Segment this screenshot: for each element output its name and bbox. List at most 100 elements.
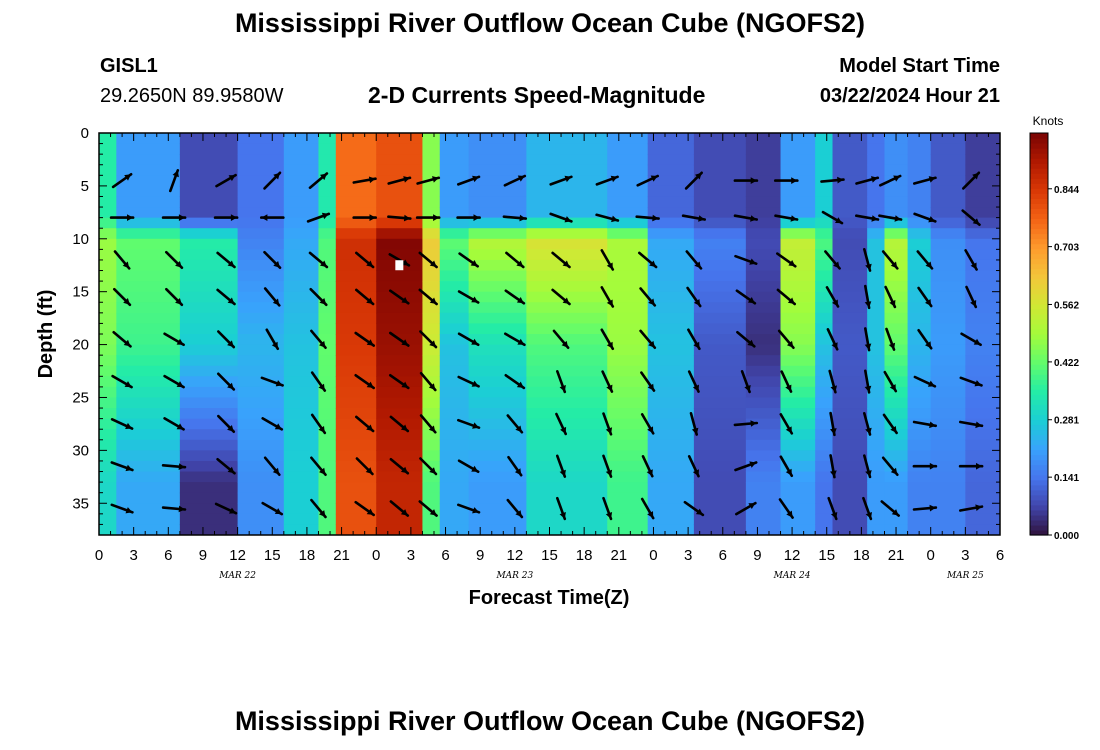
chart-subtitle: 2-D Currents Speed-Magnitude bbox=[368, 82, 706, 108]
heatmap-cell bbox=[815, 249, 834, 261]
heatmap-cell bbox=[179, 492, 239, 504]
colorbar-segment bbox=[1030, 163, 1048, 169]
current-vector bbox=[880, 500, 901, 517]
heatmap-cell bbox=[335, 249, 377, 261]
current-vector bbox=[352, 214, 378, 221]
heatmap-cell bbox=[832, 133, 868, 145]
y-tick-label: 10 bbox=[72, 231, 89, 248]
heatmap-cell bbox=[468, 238, 527, 250]
current-vector bbox=[503, 174, 527, 187]
heatmap-cell bbox=[99, 365, 117, 377]
heatmap-cell bbox=[116, 344, 181, 356]
current-vector bbox=[217, 330, 236, 349]
x-tick-label: 6 bbox=[164, 547, 172, 564]
heatmap-cell bbox=[468, 450, 527, 462]
heatmap-cell bbox=[693, 270, 747, 282]
heatmap-cell bbox=[815, 524, 834, 535]
heatmap-cell bbox=[335, 207, 377, 219]
heatmap-cell bbox=[965, 397, 1000, 409]
heatmap-cell bbox=[907, 185, 932, 198]
current-vector bbox=[825, 286, 840, 308]
heatmap-cell bbox=[745, 429, 782, 441]
current-vector bbox=[774, 214, 799, 222]
heatmap-cell bbox=[780, 196, 816, 208]
heatmap-cell bbox=[237, 196, 285, 208]
heatmap-cell bbox=[930, 376, 966, 388]
heatmap-cell bbox=[930, 228, 966, 240]
heatmap-cell bbox=[780, 439, 816, 451]
current-vector bbox=[419, 371, 437, 392]
heatmap-cell bbox=[607, 344, 649, 356]
heatmap-cell bbox=[318, 164, 337, 176]
heatmap-cell bbox=[832, 323, 868, 335]
heatmap-cell bbox=[318, 471, 337, 483]
current-vector bbox=[388, 331, 410, 347]
heatmap-cell bbox=[884, 228, 909, 240]
heatmap-cell bbox=[468, 185, 527, 198]
heatmap-cell bbox=[237, 334, 285, 346]
current-vector bbox=[958, 462, 984, 470]
data-marker bbox=[395, 260, 404, 271]
current-vector bbox=[555, 369, 567, 394]
heatmap-cell bbox=[116, 154, 181, 166]
heatmap-cell bbox=[965, 386, 1000, 399]
current-vector bbox=[734, 254, 758, 266]
current-vector bbox=[389, 415, 410, 433]
heatmap-cell bbox=[647, 185, 695, 198]
current-vector bbox=[549, 175, 573, 186]
colorbar-segment bbox=[1030, 359, 1048, 365]
heatmap-cell bbox=[780, 334, 816, 346]
heatmap-cell bbox=[745, 397, 782, 409]
heatmap-cell bbox=[693, 143, 747, 155]
heatmap-cell bbox=[318, 259, 337, 272]
heatmap-cell bbox=[179, 312, 239, 325]
heatmap-cell bbox=[867, 196, 886, 208]
heatmap-cell bbox=[832, 281, 868, 293]
heatmap-cell bbox=[283, 418, 320, 430]
heatmap-cell bbox=[335, 439, 377, 451]
colorbar-segment bbox=[1030, 519, 1048, 526]
heatmap-cell bbox=[647, 143, 695, 155]
current-vector bbox=[965, 285, 978, 309]
heatmap-cell bbox=[335, 259, 377, 272]
x-tick-label: 15 bbox=[264, 547, 281, 564]
current-vector bbox=[415, 214, 441, 221]
heatmap-cell bbox=[283, 471, 320, 483]
heatmap-cell bbox=[335, 429, 377, 441]
heatmap-cell bbox=[376, 228, 424, 240]
heatmap-cell bbox=[179, 217, 239, 229]
heatmap-cell bbox=[815, 482, 834, 494]
heatmap-cell bbox=[647, 217, 695, 229]
heatmap-cell bbox=[318, 503, 337, 515]
heatmap-cell bbox=[439, 355, 470, 367]
x-tick-label: 0 bbox=[927, 547, 935, 564]
heatmap-cell bbox=[607, 418, 649, 430]
heatmap-cell bbox=[693, 397, 747, 409]
heatmap-cell bbox=[745, 207, 782, 219]
heatmap-cell bbox=[884, 164, 909, 176]
colorbar-segment bbox=[1030, 133, 1048, 139]
heatmap-cell bbox=[780, 397, 816, 409]
heatmap-cell bbox=[907, 429, 932, 441]
heatmap-cell bbox=[832, 259, 868, 272]
heatmap-cell bbox=[468, 471, 527, 483]
current-vector bbox=[912, 462, 938, 470]
heatmap-cell bbox=[693, 323, 747, 335]
current-vector bbox=[456, 175, 481, 186]
heatmap-cell bbox=[99, 376, 117, 388]
current-vector bbox=[113, 287, 132, 307]
heatmap-cell bbox=[745, 513, 782, 526]
heatmap-cell bbox=[283, 185, 320, 198]
heatmap-cell bbox=[237, 429, 285, 441]
heatmap-cell bbox=[780, 429, 816, 441]
heatmap-cell bbox=[907, 450, 932, 462]
heatmap-cell bbox=[647, 418, 695, 430]
current-vector bbox=[111, 374, 133, 389]
heatmap-cell bbox=[318, 143, 337, 155]
current-vector bbox=[829, 411, 837, 437]
heatmap-cell bbox=[867, 249, 886, 261]
heatmap-cell bbox=[884, 291, 909, 303]
heatmap-cell bbox=[867, 503, 886, 515]
heatmap-cell bbox=[780, 154, 816, 166]
heatmap-cell bbox=[422, 503, 441, 515]
